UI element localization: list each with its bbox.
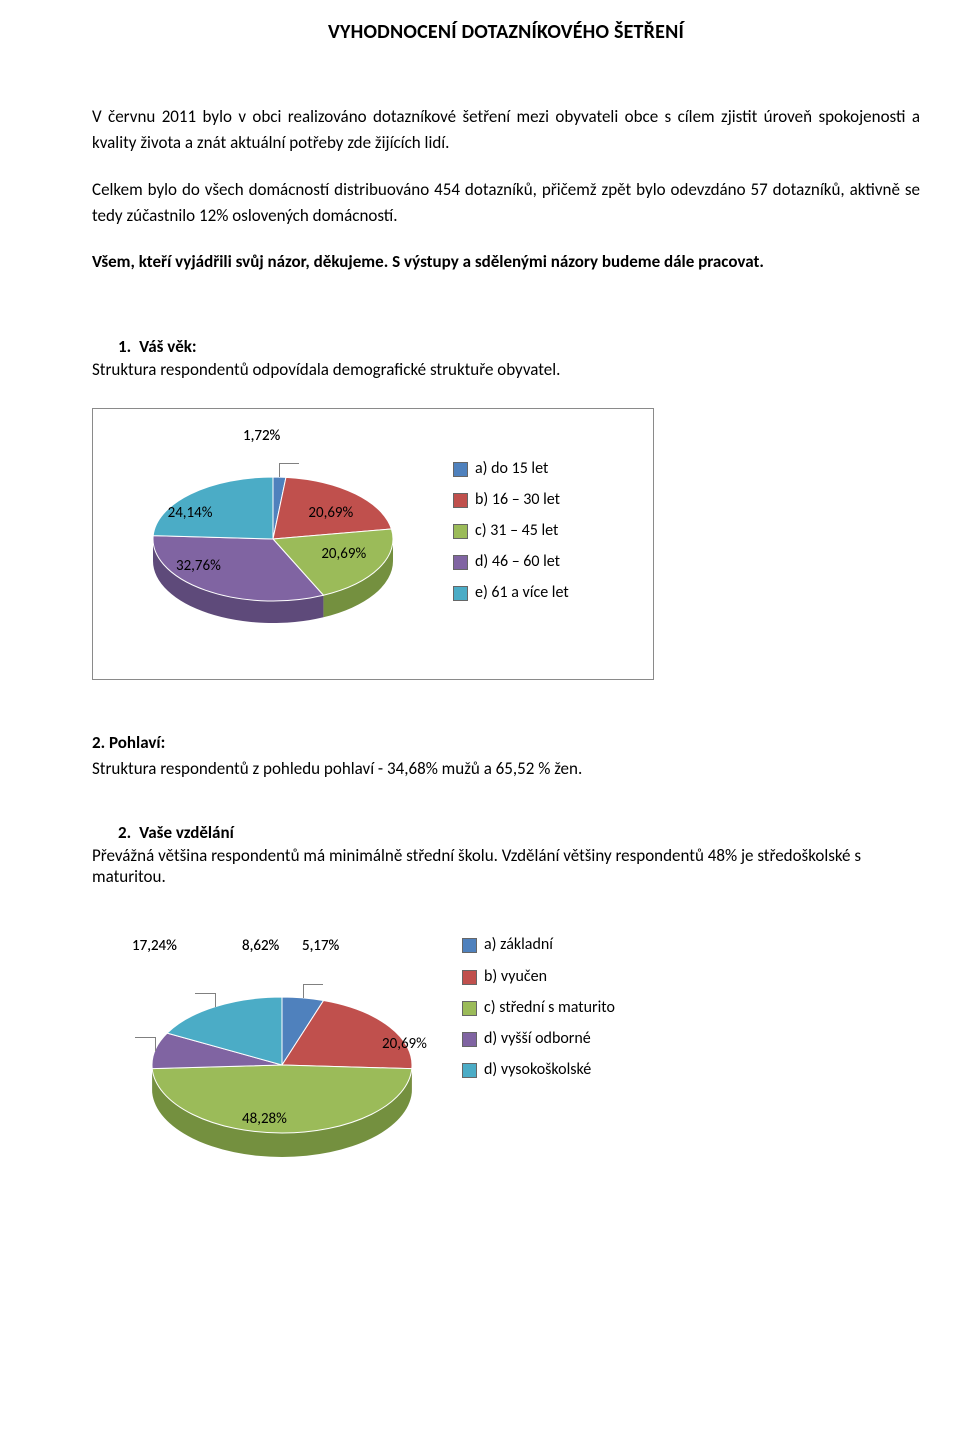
intro-paragraph-3: Všem, kteří vyjádřili svůj názor, děkuje… — [92, 249, 920, 275]
legend-swatch — [453, 586, 468, 601]
legend-label: a) do 15 let — [475, 459, 548, 478]
legend-item: a) do 15 let — [453, 459, 633, 478]
pie-data-label: 1,72% — [243, 427, 280, 445]
legend-label: b) vyučen — [484, 967, 547, 986]
pie-data-label: 20,69% — [308, 504, 353, 522]
legend-swatch — [462, 970, 477, 985]
q3-sub-plain: Převážná většina respondentů má minimáln… — [92, 845, 494, 866]
pie-data-label: 20,69% — [382, 1035, 427, 1053]
legend-item: e) 61 a více let — [453, 583, 633, 602]
chart-legend: a) do 15 let b) 16 – 30 let c) 31 – 45 let… — [453, 459, 633, 615]
legend-label: c) 31 – 45 let — [475, 521, 558, 540]
page-title: VYHODNOCENÍ DOTAZNÍKOVÉHO ŠETŘENÍ — [92, 20, 920, 44]
q1-subtext: Struktura respondentů odpovídala demogra… — [92, 359, 920, 380]
q3-subtext: Převážná většina respondentů má minimáln… — [92, 845, 920, 887]
legend-label: a) základní — [484, 935, 553, 954]
q3-heading: 2. Vaše vzdělání — [92, 822, 920, 843]
q1-label: Váš věk: — [139, 336, 196, 357]
legend-swatch — [453, 555, 468, 570]
legend-swatch — [462, 938, 477, 953]
pie-data-label: 48,28% — [242, 1110, 287, 1128]
q3-number: 2. — [118, 822, 131, 843]
legend-swatch — [453, 493, 468, 508]
pie-data-label: 24,14% — [168, 504, 213, 522]
pie-data-label: 5,17% — [302, 937, 339, 955]
legend-label: d) vysokoškolské — [484, 1060, 591, 1079]
legend-swatch — [453, 462, 468, 477]
legend-swatch — [462, 1001, 477, 1016]
legend-label: e) 61 a více let — [475, 583, 569, 602]
legend-label: c) střední s maturito — [484, 998, 615, 1017]
legend-label: b) 16 – 30 let — [475, 490, 560, 509]
q1-number: 1. — [118, 336, 131, 357]
legend-item: a) základní — [462, 935, 632, 954]
legend-label: d) vyšší odborné — [484, 1029, 591, 1048]
legend-item: c) střední s maturito — [462, 998, 632, 1017]
intro-paragraph-2: Celkem bylo do všech domácností distribu… — [92, 177, 920, 230]
q3-label: Vaše vzdělání — [139, 822, 234, 843]
pie-data-label: 17,24% — [132, 937, 177, 955]
legend-item: d) vyšší odborné — [462, 1029, 632, 1048]
legend-swatch — [462, 1032, 477, 1047]
q1-heading: 1. Váš věk: — [92, 336, 920, 357]
legend-item: b) vyučen — [462, 967, 632, 986]
legend-swatch — [462, 1063, 477, 1078]
pie-data-label: 8,62% — [242, 937, 279, 955]
intro-paragraph-1: V červnu 2011 bylo v obci realizováno do… — [92, 104, 920, 157]
q2-heading: 2. Pohlaví: — [92, 730, 920, 756]
legend-item: b) 16 – 30 let — [453, 490, 633, 509]
legend-label: d) 46 – 60 let — [475, 552, 560, 571]
legend-item: d) 46 – 60 let — [453, 552, 633, 571]
legend-item: c) 31 – 45 let — [453, 521, 633, 540]
q3-chart: 5,17%20,69%48,28%8,62%17,24%5,17%8,62%17… — [92, 915, 652, 1225]
pie-data-label: 20,69% — [321, 545, 366, 563]
legend-swatch — [453, 524, 468, 539]
pie-data-label: 32,76% — [176, 557, 221, 575]
q1-chart: 1,72%20,69%20,69%32,76%24,14%1,72%a) do … — [92, 408, 654, 680]
legend-item: d) vysokoškolské — [462, 1060, 632, 1079]
q2-text: Struktura respondentů z pohledu pohlaví … — [92, 756, 920, 782]
chart-legend: a) základní b) vyučen c) střední s maturit… — [462, 935, 632, 1091]
